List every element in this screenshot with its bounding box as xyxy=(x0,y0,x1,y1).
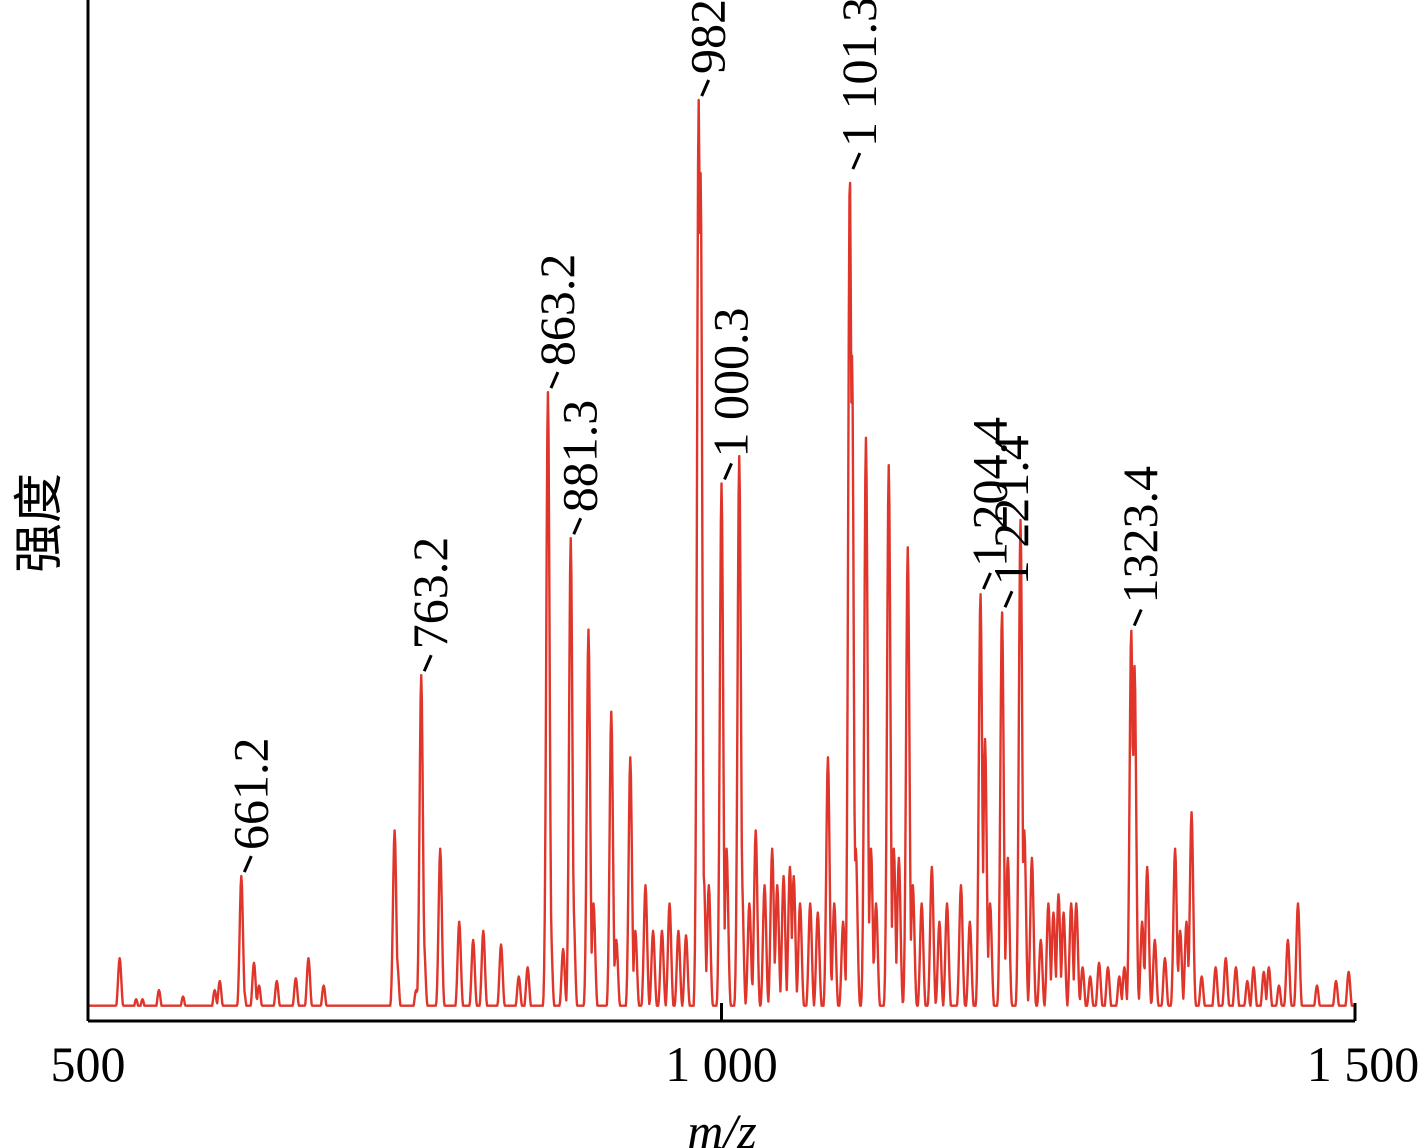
peak-label: 1323.4 xyxy=(1112,466,1168,604)
peak-label: 863.2 xyxy=(529,254,585,367)
peak-leader-line xyxy=(1003,590,1014,608)
x-tick-label: 500 xyxy=(51,1036,126,1092)
peak-leader-line xyxy=(982,572,992,590)
spectrum-line xyxy=(87,98,1356,1007)
peak-label: 1 204.4 xyxy=(961,417,1017,567)
peak-label: 881.3 xyxy=(552,400,608,513)
peak-leader-line xyxy=(1132,608,1143,627)
peak-leader-line xyxy=(700,79,711,97)
x-tick-label: 1 000 xyxy=(665,1036,778,1092)
peak-annotations: 661.2 763.2 863.2 881.3 982.3 1 000.3 1 101.3 1… xyxy=(222,0,1168,873)
peak-label: 982.3 xyxy=(680,0,736,74)
peak-label: 1 000.3 xyxy=(703,307,759,457)
peak-label: 661.2 xyxy=(222,738,278,851)
peak-leader-line xyxy=(242,855,253,873)
x-axis-title: m/z xyxy=(687,1103,756,1148)
peak-leader-line xyxy=(549,371,560,389)
peak-leader-line xyxy=(422,654,433,672)
y-axis-title: 强度 xyxy=(10,473,68,573)
peak-leader-line xyxy=(851,152,862,170)
peak-leader-line xyxy=(572,517,583,535)
peak-label: 1 101.3 xyxy=(831,0,887,147)
x-tick-label: 1 500 xyxy=(1307,1036,1420,1092)
spectrum-series xyxy=(87,98,1356,1007)
peak-label: 763.2 xyxy=(402,537,458,650)
x-ticks: 500 1 000 1 500 xyxy=(51,1003,1420,1092)
peak-label: 1 221.4 xyxy=(983,435,1039,585)
peak-leader-line xyxy=(723,462,733,481)
